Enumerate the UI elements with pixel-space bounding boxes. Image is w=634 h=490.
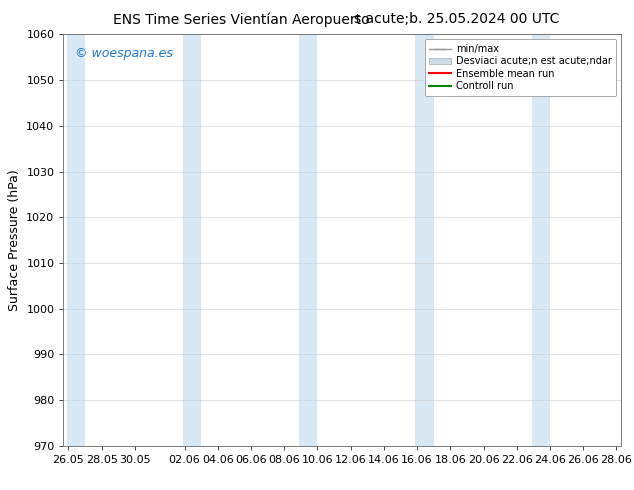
Bar <box>183 34 201 446</box>
Bar <box>299 34 318 446</box>
Text: © woespana.es: © woespana.es <box>75 47 172 60</box>
Legend: min/max, Desviaci acute;n est acute;ndar, Ensemble mean run, Controll run: min/max, Desviaci acute;n est acute;ndar… <box>425 39 616 96</box>
Bar <box>67 34 85 446</box>
Y-axis label: Surface Pressure (hPa): Surface Pressure (hPa) <box>8 169 21 311</box>
Bar <box>532 34 550 446</box>
Bar <box>415 34 434 446</box>
Text: s acute;b. 25.05.2024 00 UTC: s acute;b. 25.05.2024 00 UTC <box>354 12 559 26</box>
Text: ENS Time Series Vientían Aeropuerto: ENS Time Series Vientían Aeropuerto <box>113 12 369 27</box>
